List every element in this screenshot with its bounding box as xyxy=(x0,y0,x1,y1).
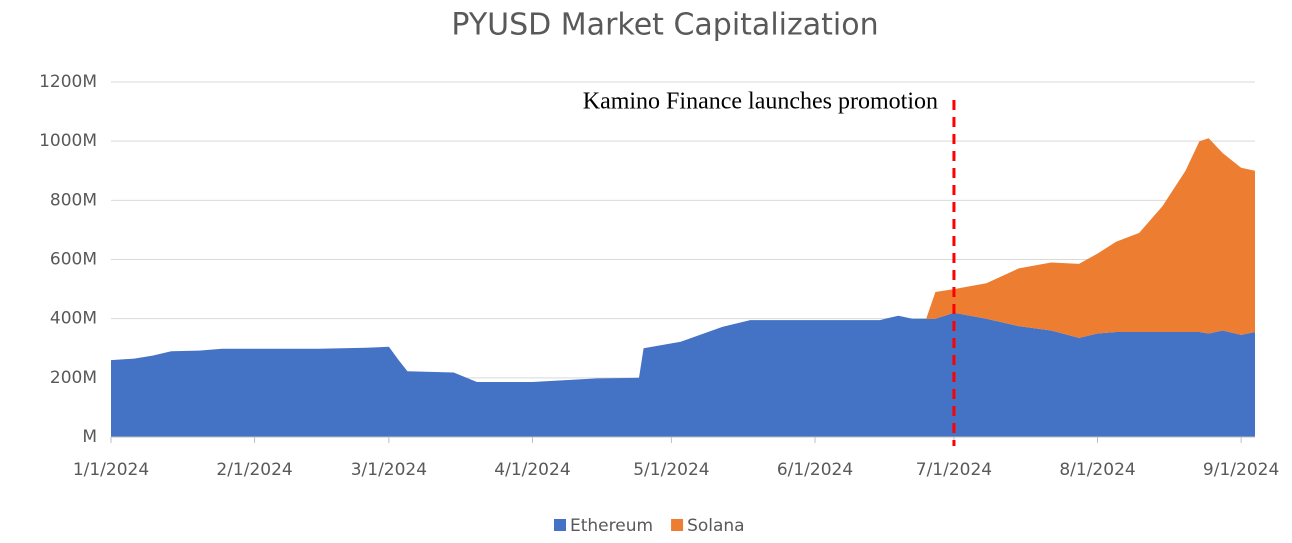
chart-title: PYUSD Market Capitalization xyxy=(451,8,878,43)
annotation-text: Kamino Finance launches promotion xyxy=(583,89,938,115)
x-tick-label: 4/1/2024 xyxy=(494,460,570,480)
x-tick-label: 8/1/2024 xyxy=(1059,460,1135,480)
x-tick-label: 9/1/2024 xyxy=(1203,460,1279,480)
x-tick-label: 2/1/2024 xyxy=(216,460,292,480)
y-tick-label: 1000M xyxy=(39,131,97,151)
y-tick-label: 1200M xyxy=(39,72,97,92)
legend-label: Ethereum xyxy=(570,516,653,536)
x-tick-label: 1/1/2024 xyxy=(73,460,149,480)
y-tick-label: 400M xyxy=(50,309,97,329)
y-tick-label: 200M xyxy=(50,368,97,388)
legend-swatch xyxy=(554,519,566,531)
x-tick-label: 6/1/2024 xyxy=(777,460,853,480)
y-tick-label: 800M xyxy=(50,190,97,210)
y-tick-label: M xyxy=(82,427,97,447)
area xyxy=(111,312,1255,437)
legend-label: Solana xyxy=(687,516,745,536)
legend-swatch xyxy=(671,519,684,531)
x-tick-label: 5/1/2024 xyxy=(633,460,709,480)
y-tick-label: 600M xyxy=(50,250,97,270)
area xyxy=(926,138,1255,338)
x-tick-label: 3/1/2024 xyxy=(351,460,427,480)
x-tick-label: 7/1/2024 xyxy=(916,460,992,480)
